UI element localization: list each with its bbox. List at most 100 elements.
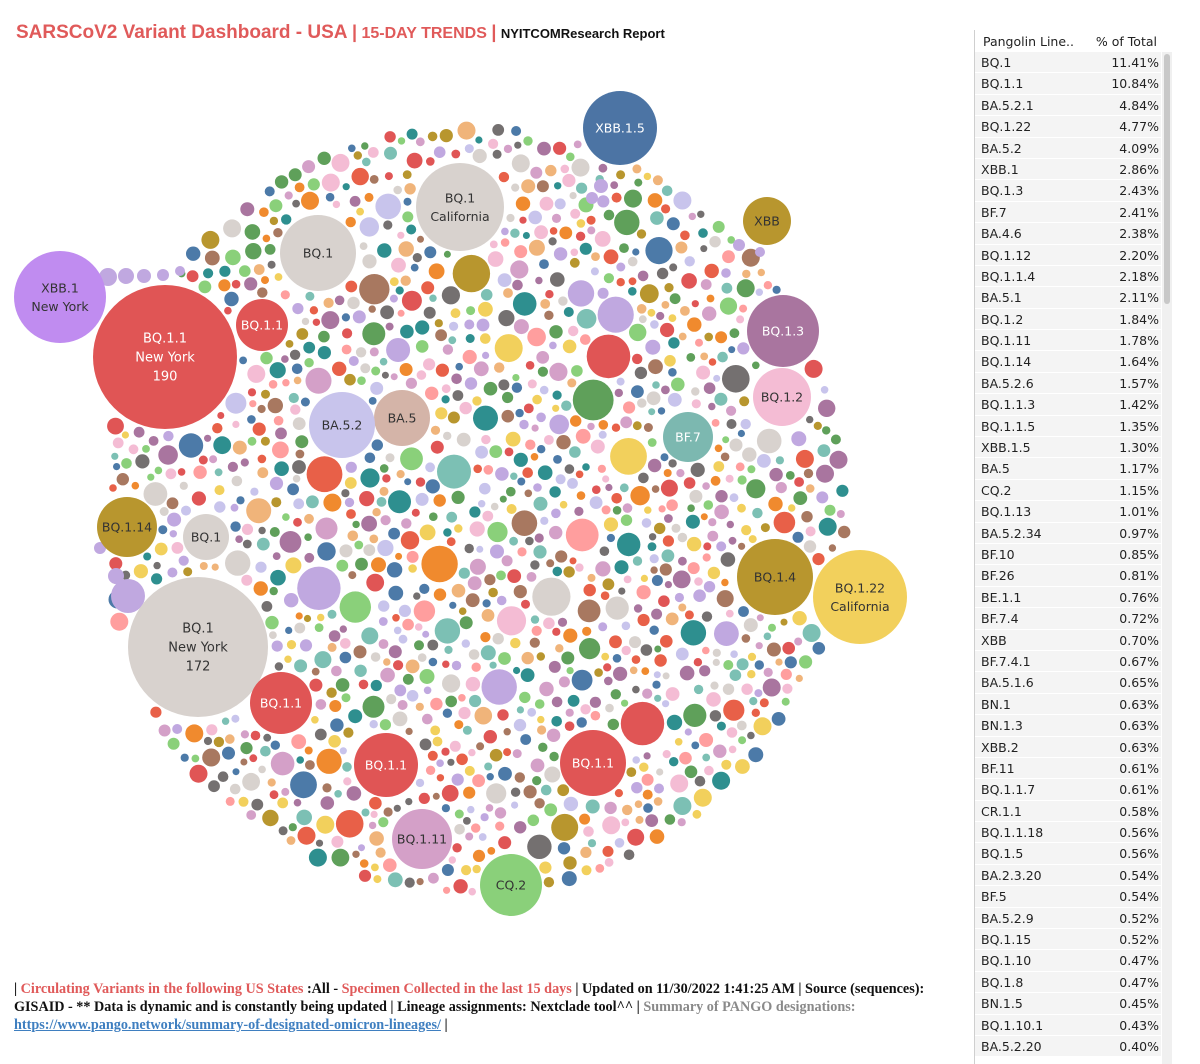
variant-bubble[interactable] xyxy=(315,517,338,540)
table-row[interactable]: BQ.1.11 1.78% xyxy=(975,330,1161,351)
variant-bubble[interactable] xyxy=(219,265,231,277)
variant-bubble[interactable] xyxy=(468,649,480,660)
variant-bubble[interactable] xyxy=(454,824,465,835)
variant-bubble[interactable] xyxy=(202,748,221,767)
variant-bubble[interactable] xyxy=(529,637,540,648)
variant-bubble[interactable] xyxy=(486,773,494,781)
labeled-variant-bubble[interactable]: BQ.1.11 xyxy=(392,809,452,869)
variant-bubble[interactable] xyxy=(727,236,735,244)
variant-bubble[interactable] xyxy=(349,195,361,207)
variant-bubble[interactable] xyxy=(721,578,729,587)
variant-bubble[interactable] xyxy=(679,665,695,681)
variant-bubble[interactable] xyxy=(301,317,310,326)
variant-bubble[interactable] xyxy=(441,395,450,404)
variant-bubble[interactable] xyxy=(652,381,660,389)
variant-bubble[interactable] xyxy=(517,477,526,486)
variant-bubble[interactable] xyxy=(375,847,386,858)
variant-bubble[interactable] xyxy=(716,590,734,608)
variant-bubble[interactable] xyxy=(611,493,622,504)
variant-bubble[interactable] xyxy=(515,196,531,211)
variant-bubble[interactable] xyxy=(383,807,393,817)
table-row[interactable]: BA.5.1.6 0.65% xyxy=(975,672,1161,693)
variant-bubble[interactable] xyxy=(257,467,269,479)
variant-bubble[interactable] xyxy=(820,386,829,394)
variant-bubble[interactable] xyxy=(752,507,763,519)
variant-bubble[interactable] xyxy=(594,179,608,193)
variant-bubble[interactable] xyxy=(388,645,402,659)
variant-bubble[interactable] xyxy=(711,419,720,427)
variant-bubble[interactable] xyxy=(550,272,565,287)
variant-bubble[interactable] xyxy=(540,516,549,525)
variant-bubble[interactable] xyxy=(331,835,344,848)
variant-bubble[interactable] xyxy=(320,796,335,810)
variant-bubble[interactable] xyxy=(668,368,677,377)
variant-bubble[interactable] xyxy=(580,704,591,715)
variant-bubble[interactable] xyxy=(464,144,474,154)
variant-bubble[interactable] xyxy=(261,276,269,285)
variant-bubble[interactable] xyxy=(576,309,597,329)
variant-bubble[interactable] xyxy=(604,676,613,686)
variant-bubble[interactable] xyxy=(110,612,129,631)
variant-bubble[interactable] xyxy=(293,517,302,527)
variant-bubble[interactable] xyxy=(511,183,520,192)
variant-bubble[interactable] xyxy=(755,642,763,650)
variant-bubble[interactable] xyxy=(230,521,241,532)
table-row[interactable]: BQ.1.5 0.56% xyxy=(975,843,1161,864)
variant-bubble[interactable] xyxy=(189,764,208,783)
variant-bubble[interactable] xyxy=(763,281,773,290)
variant-bubble[interactable] xyxy=(430,440,444,454)
variant-bubble[interactable] xyxy=(609,635,622,649)
variant-bubble[interactable] xyxy=(208,780,220,793)
variant-bubble[interactable] xyxy=(602,816,621,835)
variant-bubble[interactable] xyxy=(540,299,551,309)
variant-bubble[interactable] xyxy=(801,511,813,523)
variant-bubble[interactable] xyxy=(401,290,422,311)
labeled-variant-bubble[interactable]: BQ.1.1 xyxy=(560,730,626,796)
variant-bubble[interactable] xyxy=(712,648,721,657)
variant-bubble[interactable] xyxy=(239,356,248,365)
variant-bubble[interactable] xyxy=(645,339,661,355)
variant-bubble[interactable] xyxy=(632,556,643,566)
variant-bubble[interactable] xyxy=(549,414,569,435)
variant-bubble[interactable] xyxy=(708,402,716,411)
variant-bubble[interactable] xyxy=(443,528,452,537)
table-row[interactable]: BQ.1.12 2.20% xyxy=(975,244,1161,265)
variant-bubble[interactable] xyxy=(691,387,700,396)
variant-bubble-circle[interactable] xyxy=(753,368,811,426)
table-row[interactable]: BQ.1.2 1.84% xyxy=(975,308,1161,330)
variant-bubble[interactable] xyxy=(411,508,420,517)
variant-bubble[interactable] xyxy=(358,869,372,882)
variant-bubble[interactable] xyxy=(369,175,379,184)
variant-bubble[interactable] xyxy=(419,524,436,541)
variant-bubble[interactable] xyxy=(586,215,596,225)
variant-bubble[interactable] xyxy=(567,694,580,707)
variant-bubble[interactable] xyxy=(612,654,622,663)
variant-bubble[interactable] xyxy=(282,379,290,387)
variant-bubble[interactable] xyxy=(381,371,389,379)
variant-bubble[interactable] xyxy=(498,766,512,781)
variant-bubble[interactable] xyxy=(576,491,586,500)
variant-bubble[interactable] xyxy=(738,606,749,617)
variant-bubble[interactable] xyxy=(261,389,270,399)
variant-bubble[interactable] xyxy=(344,497,355,508)
variant-bubble[interactable] xyxy=(335,678,350,692)
variant-bubble[interactable] xyxy=(629,666,638,675)
variant-bubble[interactable] xyxy=(378,600,390,612)
variant-bubble[interactable] xyxy=(495,821,505,831)
variant-bubble[interactable] xyxy=(510,787,521,797)
variant-bubble[interactable] xyxy=(400,275,411,286)
table-row[interactable]: XBB 0.70% xyxy=(975,629,1161,650)
variant-bubble[interactable] xyxy=(576,182,588,194)
variant-bubble[interactable] xyxy=(632,756,640,764)
variant-bubble[interactable] xyxy=(829,450,848,469)
variant-bubble[interactable] xyxy=(386,338,411,362)
variant-bubble[interactable] xyxy=(429,512,438,521)
variant-bubble[interactable] xyxy=(390,373,398,381)
variant-bubble[interactable] xyxy=(708,358,717,366)
variant-bubble[interactable] xyxy=(673,797,692,815)
variant-bubble[interactable] xyxy=(271,497,282,508)
variant-bubble[interactable] xyxy=(623,575,632,584)
variant-bubble[interactable] xyxy=(836,510,845,518)
variant-bubble[interactable] xyxy=(558,676,570,688)
